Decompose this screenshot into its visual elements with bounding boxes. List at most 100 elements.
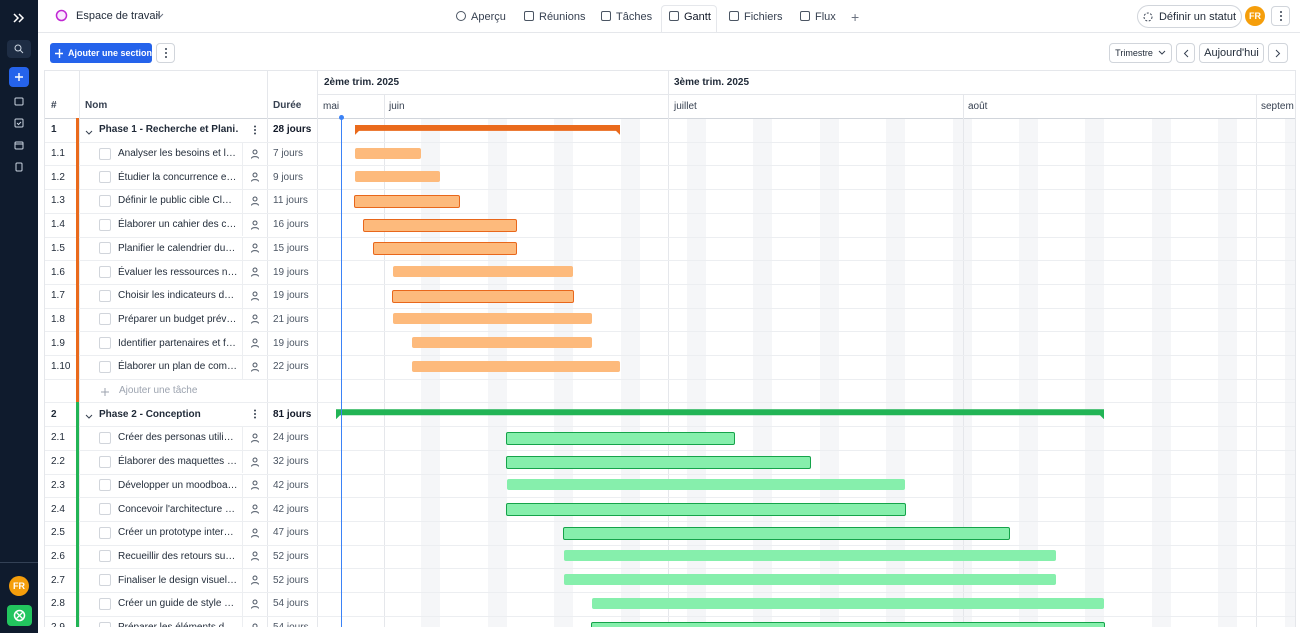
tab-icon[interactable] <box>669 11 679 21</box>
new-icon[interactable] <box>9 67 29 87</box>
assignee-icon[interactable] <box>250 551 260 564</box>
task-name[interactable]: Étudier la concurrence e… <box>118 171 237 183</box>
summary-bar[interactable] <box>355 125 620 135</box>
tab[interactable]: Tâches <box>616 11 653 23</box>
tab[interactable]: Fichiers <box>744 11 783 23</box>
docs-icon[interactable] <box>7 158 31 176</box>
user-avatar[interactable]: FR <box>9 576 29 596</box>
task-name[interactable]: Identifier partenaires et f… <box>118 337 236 349</box>
task-name[interactable]: Créer un guide de style … <box>118 598 235 610</box>
calendar-icon[interactable] <box>7 136 31 154</box>
task-checkbox[interactable] <box>99 550 111 563</box>
inbox-icon[interactable] <box>7 92 31 110</box>
task-bar[interactable] <box>393 266 573 278</box>
add-task-plus[interactable] <box>101 387 109 396</box>
task-checkbox[interactable] <box>99 313 111 326</box>
assignee-icon[interactable] <box>250 433 260 446</box>
workspace-name[interactable]: Espace de travail <box>76 10 161 22</box>
task-checkbox[interactable] <box>99 431 111 444</box>
task-checkbox[interactable] <box>99 597 111 610</box>
task-name[interactable]: Élaborer un plan de com… <box>118 361 237 373</box>
task-name[interactable]: Élaborer des maquettes … <box>118 456 237 468</box>
search-icon[interactable] <box>7 40 31 58</box>
task-bar[interactable] <box>363 218 517 232</box>
tab-icon[interactable] <box>729 11 739 21</box>
task-checkbox[interactable] <box>99 171 111 184</box>
expand-icon[interactable] <box>12 11 26 25</box>
collapse-icon[interactable] <box>85 411 93 423</box>
assignee-icon[interactable] <box>250 623 260 627</box>
tab-icon[interactable] <box>800 11 810 21</box>
task-bar[interactable] <box>506 455 811 469</box>
assignee-icon[interactable] <box>250 457 260 470</box>
assignee-icon[interactable] <box>250 220 260 233</box>
task-checkbox[interactable] <box>99 574 111 587</box>
task-checkbox[interactable] <box>99 266 111 279</box>
add-tab[interactable]: + <box>851 9 860 25</box>
task-bar[interactable] <box>412 337 592 349</box>
status-button[interactable]: Définir un statut <box>1137 5 1242 28</box>
tab[interactable]: Réunions <box>539 11 586 23</box>
assignee-icon[interactable] <box>250 338 260 351</box>
task-name[interactable]: Créer un prototype inter… <box>118 527 234 539</box>
row-menu[interactable] <box>253 409 257 422</box>
task-name[interactable]: Préparer les éléments d… <box>118 616 242 627</box>
prev-button[interactable] <box>1176 43 1195 63</box>
task-name[interactable]: Évaluer les ressources n… <box>118 266 238 278</box>
assignee-icon[interactable] <box>250 575 260 588</box>
tab-icon[interactable] <box>524 11 534 21</box>
task-bar[interactable] <box>393 313 592 325</box>
task-name[interactable]: Finaliser le design visuel… <box>118 574 237 586</box>
task-name[interactable]: Choisir les indicateurs d… <box>118 290 235 302</box>
task-checkbox[interactable] <box>99 455 111 468</box>
task-name[interactable]: Concevoir l'architecture … <box>118 503 235 515</box>
task-name[interactable]: Développer un moodboa… <box>118 479 238 491</box>
task-checkbox[interactable] <box>99 194 111 207</box>
tab[interactable]: Flux <box>815 11 836 23</box>
add-section-button[interactable]: Ajouter une section <box>50 43 152 63</box>
assignee-icon[interactable] <box>250 267 260 280</box>
task-bar[interactable] <box>591 621 1105 627</box>
task-name[interactable]: Planifier le calendrier du… <box>118 242 236 254</box>
add-task[interactable]: Ajouter une tâche <box>119 384 198 396</box>
summary-bar[interactable] <box>336 409 1104 419</box>
task-checkbox[interactable] <box>99 242 111 255</box>
assignee-icon[interactable] <box>250 504 260 517</box>
task-checkbox[interactable] <box>99 621 111 627</box>
task-bar[interactable] <box>412 360 620 372</box>
task-bar[interactable] <box>563 526 1010 540</box>
menu-button[interactable] <box>1271 6 1290 26</box>
today-button[interactable]: Aujourd'hui <box>1199 43 1264 63</box>
task-checkbox[interactable] <box>99 360 111 373</box>
task-bar[interactable] <box>355 147 421 159</box>
task-checkbox[interactable] <box>99 218 111 231</box>
task-name[interactable]: Préparer un budget prév… <box>118 313 237 325</box>
task-name[interactable]: Créer des personas utili… <box>118 432 234 444</box>
task-bar[interactable] <box>373 242 517 256</box>
collapse-icon[interactable] <box>85 127 93 139</box>
task-bar[interactable] <box>506 431 735 445</box>
task-bar[interactable] <box>592 597 1104 609</box>
assignee-icon[interactable] <box>250 172 260 185</box>
task-bar[interactable] <box>392 289 574 303</box>
task-checkbox[interactable] <box>99 479 111 492</box>
row-menu[interactable] <box>253 125 257 138</box>
task-bar[interactable] <box>506 503 906 517</box>
assignee-icon[interactable] <box>250 528 260 541</box>
assignee-icon[interactable] <box>250 149 260 162</box>
tab-icon[interactable] <box>601 11 611 21</box>
task-bar[interactable] <box>507 479 905 491</box>
assignee-icon[interactable] <box>250 314 260 327</box>
tab-icon[interactable] <box>456 11 466 21</box>
assignee-icon[interactable] <box>250 362 260 375</box>
task-checkbox[interactable] <box>99 526 111 539</box>
assignee-icon[interactable] <box>250 599 260 612</box>
task-bar[interactable] <box>564 574 1056 586</box>
zoom-select[interactable]: Trimestre <box>1109 43 1172 63</box>
phase-name[interactable]: Phase 1 - Recherche et Plani… <box>99 124 239 136</box>
task-checkbox[interactable] <box>99 337 111 350</box>
task-checkbox[interactable] <box>99 289 111 302</box>
assignee-icon[interactable] <box>250 243 260 256</box>
task-name[interactable]: Recueillir des retours su… <box>118 550 236 562</box>
task-name[interactable]: Élaborer un cahier des c… <box>118 219 237 231</box>
